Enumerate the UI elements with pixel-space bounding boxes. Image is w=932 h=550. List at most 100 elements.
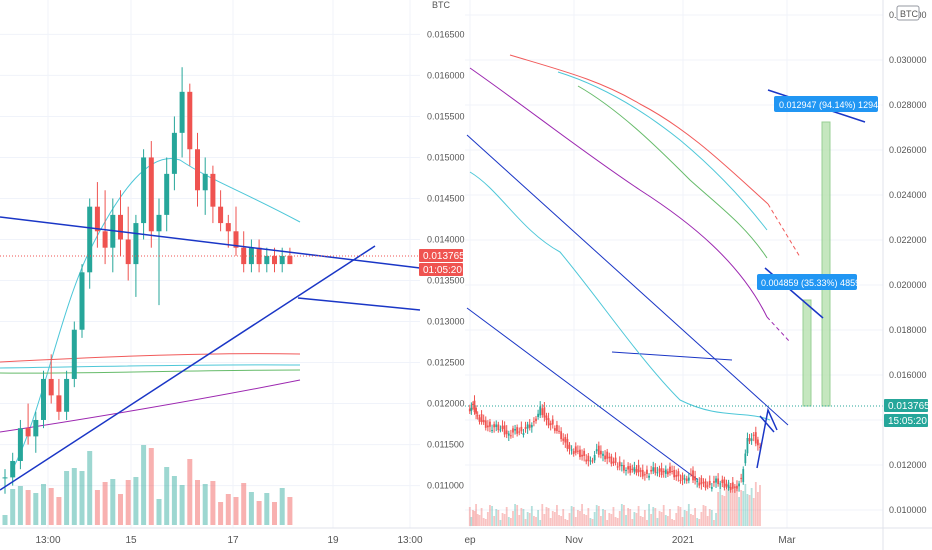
volume-bar (2, 515, 8, 525)
volume-bar (470, 517, 473, 526)
right-last-price-tag: 0.013765 15:05:20 (884, 399, 930, 427)
candle-body (579, 449, 581, 458)
candle-body (715, 478, 717, 483)
left-countdown: 01:05:20 (423, 265, 462, 276)
channel-lower-line[interactable] (466, 307, 699, 481)
volume-bar (79, 471, 85, 525)
right-channel-lines[interactable] (466, 134, 789, 481)
candle-body (148, 157, 154, 232)
candle-body (671, 471, 673, 472)
left-price-tick: 0.014000 (427, 234, 465, 244)
volume-bar (476, 514, 479, 526)
candle-body (233, 231, 239, 248)
candle-body (754, 432, 757, 444)
measure-bar-94[interactable] (821, 121, 831, 407)
candle-body (631, 468, 634, 471)
volume-bar (25, 490, 31, 525)
measure-bar-35[interactable] (802, 299, 812, 407)
volume-bar (648, 504, 650, 526)
volume-bar (591, 519, 594, 526)
right-time-tick: Mar (778, 535, 796, 546)
left-ascending-trendline[interactable] (0, 245, 376, 491)
candle-body (484, 420, 487, 428)
retest-line[interactable] (759, 415, 775, 433)
volume-bar (698, 519, 701, 526)
candle-body (570, 449, 573, 451)
volume-bar (662, 505, 665, 526)
volume-bar (164, 467, 170, 525)
left-trendlines[interactable] (0, 216, 421, 491)
volume-bar (491, 506, 493, 526)
volume-bar (195, 480, 200, 525)
volume-bar (696, 518, 699, 526)
candle-body (604, 455, 606, 460)
candle-body (533, 421, 535, 423)
candle-body (572, 451, 575, 455)
candle-body (516, 427, 519, 434)
candle-body (750, 438, 753, 441)
candle-body (690, 473, 692, 475)
candle-body (512, 428, 514, 433)
candle-body (549, 423, 552, 426)
candle-body (547, 418, 550, 426)
left-time-axis[interactable]: 13:00 15 17 19 13:00 (35, 535, 422, 546)
candle-body (696, 480, 699, 483)
right-volume-bars (468, 482, 761, 526)
volume-bar (522, 509, 525, 526)
volume-bar (549, 518, 552, 526)
candle-body (539, 406, 542, 416)
volume-bar (625, 515, 627, 526)
candle-body (287, 255, 293, 265)
volume-bar (264, 493, 270, 525)
candle-body (125, 239, 131, 265)
measure-box-94[interactable]: 0.012947 (94.14%) 12947 (774, 96, 883, 112)
right-time-axis[interactable]: ep Nov 2021 Mar (464, 535, 796, 546)
candle-body (702, 482, 705, 484)
breakout-arrow[interactable] (756, 407, 778, 469)
volume-bar (503, 514, 506, 526)
left-descending-trendline[interactable] (0, 216, 421, 269)
left-chart-panel[interactable]: 0.016500 0.016000 0.015500 0.015000 0.014500… (0, 0, 465, 546)
volume-bar (602, 509, 604, 526)
candle-body (664, 469, 667, 474)
volume-bar (287, 497, 293, 525)
volume-bar (64, 471, 70, 525)
candle-body (633, 467, 636, 472)
volume-bar (738, 497, 740, 526)
right-price-tick: 0.018000 (889, 325, 927, 335)
left-ma-red (0, 353, 301, 363)
channel-upper-line[interactable] (466, 134, 789, 426)
candle-body (641, 469, 644, 477)
volume-bar (750, 488, 753, 526)
candle-body (480, 414, 483, 423)
volume-bar (507, 517, 510, 526)
volume-bar (171, 476, 177, 525)
right-candles (468, 395, 761, 493)
measure-box-35[interactable]: 0.004859 (35.33%) 4859 (757, 274, 860, 290)
right-chart-panel[interactable]: 0.012947 (94.14%) 12947 0.004859 (35.33%… (464, 0, 930, 550)
candle-body (482, 420, 485, 423)
volume-bar (187, 459, 193, 525)
volume-bar (570, 506, 573, 526)
left-price-tick: 0.011500 (427, 440, 464, 450)
volume-bar (256, 501, 262, 525)
volume-bar (581, 504, 583, 526)
volume-bar (643, 510, 646, 526)
candle-body (713, 481, 715, 483)
candle-body (620, 465, 623, 467)
candle-body (164, 173, 170, 215)
volume-bar (604, 510, 606, 526)
volume-bar (656, 518, 659, 526)
volume-bar (721, 495, 724, 526)
resistance-line[interactable] (611, 351, 733, 361)
left-projection-line[interactable] (297, 297, 421, 311)
left-volume-bars (2, 445, 293, 525)
volume-bar (713, 520, 715, 526)
volume-bar (631, 519, 634, 526)
volume-bar (574, 517, 577, 526)
volume-bar (717, 492, 720, 526)
left-price-axis[interactable]: 0.016500 0.016000 0.015500 0.015000 0.014500… (427, 29, 465, 490)
right-plot-bg (465, 0, 883, 528)
candle-body (478, 417, 481, 422)
right-price-axis[interactable]: 0.0320000.0300000.0280000.0260000.024000… (889, 10, 927, 515)
